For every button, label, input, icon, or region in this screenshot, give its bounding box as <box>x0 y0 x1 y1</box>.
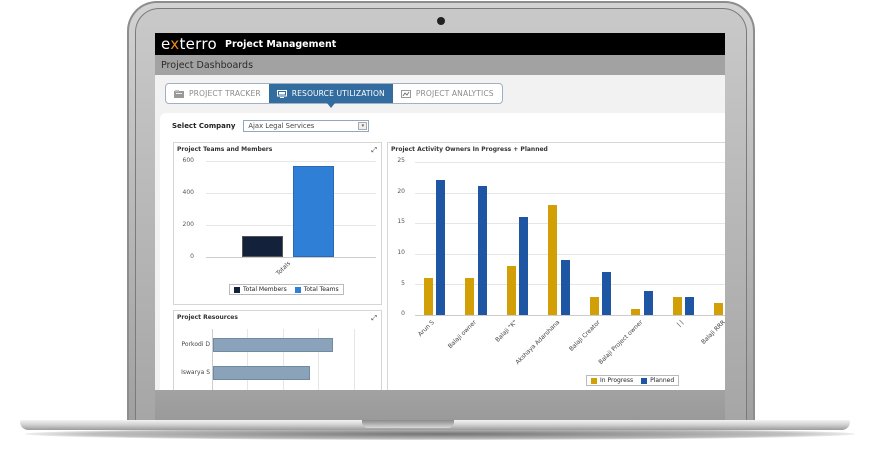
panel-title: Project Resources <box>177 314 238 321</box>
x-label: Totals <box>275 260 293 278</box>
page-title: Project Dashboards <box>161 59 254 71</box>
gridline <box>354 329 355 390</box>
bar-total-teams[interactable] <box>293 166 334 257</box>
legend-swatch <box>641 377 648 384</box>
bar-planned[interactable] <box>436 180 445 315</box>
gridline <box>247 329 248 390</box>
panel-activity-owners: Project Activity Owners In Progress + Pl… <box>387 142 725 390</box>
legend-swatch <box>591 377 597 384</box>
bar-in-progress[interactable] <box>590 297 599 315</box>
panel-teams-members: Project Teams and Members ⤢ 600 400 200 … <box>173 142 382 305</box>
bar-in-progress[interactable] <box>548 205 557 315</box>
bar-in-progress[interactable] <box>465 278 474 315</box>
y-tick: 20 <box>397 188 405 195</box>
y-tick: 5 <box>401 280 405 287</box>
legend-item[interactable]: Total Members <box>234 286 287 293</box>
y-tick: 10 <box>397 249 405 256</box>
panel-project-resources: Project Resources ⤢ Porkodi D Iswarya S <box>173 310 382 390</box>
y-tick: 15 <box>397 218 405 225</box>
bar-planned[interactable] <box>602 272 611 315</box>
legend-swatch <box>234 286 240 293</box>
x-label: Akshaya Adarshana <box>514 319 561 366</box>
chevron-down-icon[interactable]: ▾ <box>358 122 368 130</box>
bar-in-progress[interactable] <box>714 303 723 315</box>
bar-planned[interactable] <box>561 260 570 315</box>
bar-in-progress[interactable] <box>507 266 516 315</box>
dashboard-content: Select Company Ajax Legal Services ▾ Pro… <box>160 113 725 390</box>
y-tick: 600 <box>182 157 194 164</box>
y-tick: 0 <box>190 253 194 260</box>
tab-resource-utilization[interactable]: RESOURCE UTILIZATION <box>268 84 393 108</box>
bar-planned[interactable] <box>519 217 528 315</box>
company-filter: Select Company Ajax Legal Services ▾ <box>172 120 370 132</box>
app-screen: exterro Project Management Project Dashb… <box>155 33 725 390</box>
panel-title: Project Activity Owners In Progress + Pl… <box>391 146 548 153</box>
bar-in-progress[interactable] <box>673 297 682 315</box>
gridline <box>283 329 284 390</box>
legend-item[interactable]: Planned <box>641 377 674 384</box>
gridline <box>415 162 725 163</box>
company-select[interactable]: Ajax Legal Services ▾ <box>243 120 370 132</box>
laptop-notch <box>362 420 454 428</box>
gridline <box>206 161 376 162</box>
expand-icon[interactable]: ⤢ <box>371 314 377 322</box>
bar-planned[interactable] <box>685 297 694 315</box>
bar-in-progress[interactable] <box>424 278 433 315</box>
gridline <box>212 329 213 390</box>
x-axis <box>206 257 376 258</box>
gridline <box>206 225 376 226</box>
tracker-icon <box>174 89 184 98</box>
camera-icon <box>437 17 445 25</box>
y-label: Porkodi D <box>181 341 210 348</box>
subheader: Project Dashboards <box>155 55 725 75</box>
top-bar: exterro Project Management <box>155 33 725 55</box>
app-title: Project Management <box>224 38 337 50</box>
x-label: Balaji Creator <box>568 319 602 353</box>
gridline <box>206 193 376 194</box>
monitor-icon <box>276 89 287 98</box>
y-tick: 0 <box>401 310 405 317</box>
x-axis <box>415 315 725 316</box>
y-label: Iswarya S <box>181 369 210 376</box>
x-label: Balaji owner <box>446 319 478 351</box>
gridline <box>318 329 319 390</box>
x-label: Balaji Project owner <box>597 319 644 366</box>
laptop-shadow <box>25 428 855 440</box>
x-label: Arun S <box>416 319 436 339</box>
legend-item[interactable]: Total Teams <box>294 286 339 293</box>
bar-total-members[interactable] <box>242 236 283 257</box>
gridline <box>415 254 725 255</box>
gridline <box>415 193 725 194</box>
analytics-icon <box>400 89 411 98</box>
x-label: Balaji RRR <box>700 319 725 346</box>
y-tick: 200 <box>182 221 194 228</box>
bar-planned[interactable] <box>644 291 653 315</box>
bar-porkodi-d[interactable] <box>213 338 333 352</box>
tab-project-tracker[interactable]: PROJECT TRACKER <box>166 84 269 103</box>
laptop-bezel-bottom <box>155 390 725 420</box>
legend-swatch <box>294 286 301 293</box>
dashboard-tabs: PROJECT TRACKER RESOURCE UTILIZATION PRO… <box>165 83 503 108</box>
x-label: Balaji "K" <box>494 319 519 344</box>
exterro-logo: exterro <box>161 34 217 53</box>
select-company-label: Select Company <box>172 122 236 130</box>
bar-iswarya-s[interactable] <box>213 366 310 380</box>
tab-project-analytics[interactable]: PROJECT ANALYTICS <box>393 84 502 103</box>
bar-planned[interactable] <box>478 186 487 315</box>
expand-icon[interactable]: ⤢ <box>371 146 377 154</box>
gridline <box>415 284 725 285</box>
legend-item[interactable]: In Progress <box>591 377 633 384</box>
chart-legend: In Progress Planned <box>586 375 680 386</box>
chart-legend: Total Members Total Teams <box>229 284 344 295</box>
panel-title: Project Teams and Members <box>177 146 273 153</box>
y-tick: 25 <box>397 157 405 164</box>
x-label: | | <box>675 319 685 329</box>
bar-in-progress[interactable] <box>631 309 640 315</box>
gridline <box>415 223 725 224</box>
y-tick: 400 <box>182 189 194 196</box>
